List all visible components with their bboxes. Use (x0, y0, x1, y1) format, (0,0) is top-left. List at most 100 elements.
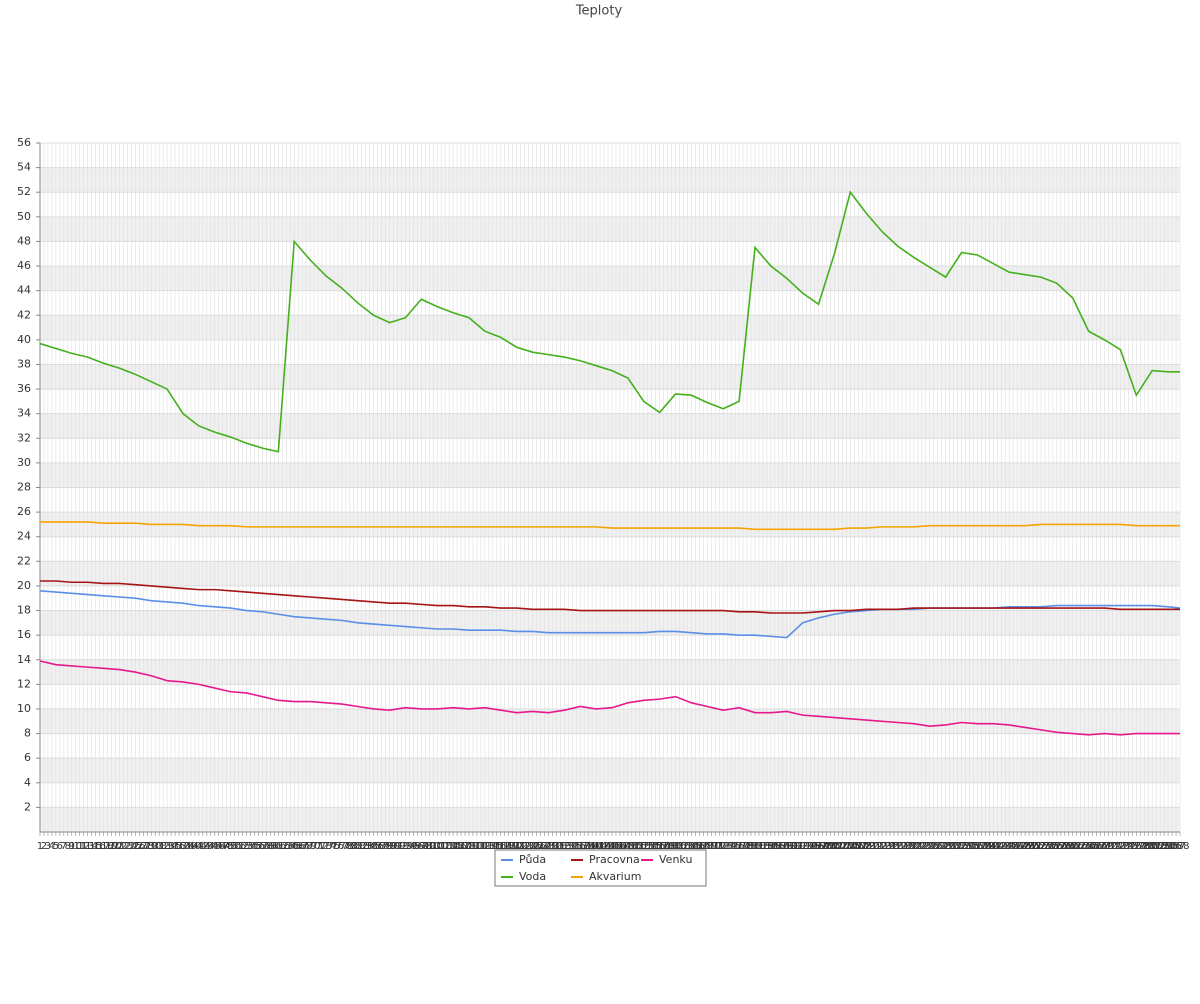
legend-label: Pracovna (589, 853, 640, 866)
x-tick-label: 147 (610, 841, 629, 852)
x-tick-label: 230 (940, 841, 959, 852)
x-tick-label: 279 (1135, 841, 1154, 852)
x-tick-label: 52 (236, 841, 249, 852)
x-tick-label: 93 (399, 841, 412, 852)
x-tick-label: 123 (515, 841, 534, 852)
x-tick-label: 246 (1004, 841, 1023, 852)
x-tick-label: 154 (638, 841, 657, 852)
y-tick-label: 14 (17, 653, 31, 666)
x-tick-label: 17 (97, 841, 110, 852)
x-tick-label: 112 (471, 841, 490, 852)
x-tick-label: 11 (73, 841, 86, 852)
x-tick-label: 288 (1170, 841, 1189, 852)
x-tick-label: 213 (873, 841, 892, 852)
x-tick-label: 113 (475, 841, 494, 852)
x-tick-label: 196 (805, 841, 824, 852)
legend-label: Venku (659, 853, 692, 866)
x-tick-label: 92 (395, 841, 408, 852)
x-tick-label: 167 (690, 841, 709, 852)
x-tick-label: 263 (1071, 841, 1090, 852)
x-tick-label: 72 (316, 841, 329, 852)
x-tick-label: 176 (726, 841, 745, 852)
x-tick-label: 79 (343, 841, 356, 852)
grid-band (40, 659, 1180, 685)
x-tick-label: 16 (93, 841, 106, 852)
x-tick-label: 172 (710, 841, 729, 852)
x-tick-label: 33 (161, 841, 174, 852)
x-tick-label: 245 (1000, 841, 1019, 852)
y-tick-label: 12 (17, 677, 31, 690)
x-tick-label: 192 (789, 841, 808, 852)
x-tick-label: 285 (1159, 841, 1178, 852)
x-tick-label: 274 (1115, 841, 1134, 852)
x-tick-label: 199 (817, 841, 836, 852)
x-tick-label: 144 (598, 841, 617, 852)
x-tick-label: 129 (539, 841, 558, 852)
x-tick-label: 34 (165, 841, 178, 852)
x-tick-label: 10 (69, 841, 82, 852)
x-tick-label: 152 (630, 841, 649, 852)
y-tick-label: 16 (17, 628, 31, 641)
x-tick-label: 132 (551, 841, 570, 852)
x-tick-label: 271 (1103, 841, 1122, 852)
y-tick-label: 10 (17, 702, 31, 715)
x-tick-label: 134 (559, 841, 578, 852)
x-tick-label: 166 (686, 841, 705, 852)
grid-band (40, 216, 1180, 242)
x-tick-label: 187 (769, 841, 788, 852)
x-tick-label: 60 (268, 841, 281, 852)
x-tick-label: 237 (968, 841, 987, 852)
x-tick-label: 226 (924, 841, 943, 852)
x-tick-label: 257 (1047, 841, 1066, 852)
x-tick-label: 148 (614, 841, 633, 852)
x-tick-label: 53 (240, 841, 253, 852)
x-tick-label: 77 (336, 841, 349, 852)
x-tick-label: 157 (650, 841, 669, 852)
x-tick-label: 253 (1031, 841, 1050, 852)
x-tick-label: 165 (682, 841, 701, 852)
x-tick-label: 243 (992, 841, 1011, 852)
x-tick-label: 168 (694, 841, 713, 852)
x-tick-label: 258 (1051, 841, 1070, 852)
x-tick-label: 115 (483, 841, 502, 852)
x-tick-label: 261 (1063, 841, 1082, 852)
x-tick-label: 68 (300, 841, 313, 852)
x-tick-label: 203 (833, 841, 852, 852)
x-tick-label: 232 (948, 841, 967, 852)
x-tick-label: 14 (85, 841, 98, 852)
x-tick-label: 30 (149, 841, 162, 852)
x-tick-label: 164 (678, 841, 697, 852)
x-tick-label: 256 (1043, 841, 1062, 852)
x-tick-label: 85 (367, 841, 380, 852)
y-tick-label: 8 (24, 727, 31, 740)
x-tick-label: 163 (674, 841, 693, 852)
x-tick-label: 217 (888, 841, 907, 852)
y-tick-label: 32 (17, 431, 31, 444)
x-tick-label: 155 (642, 841, 661, 852)
x-tick-label: 205 (841, 841, 860, 852)
x-tick-label: 97 (415, 841, 428, 852)
y-tick-label: 46 (17, 259, 31, 272)
x-tick-label: 121 (507, 841, 526, 852)
x-tick-label: 252 (1027, 841, 1046, 852)
x-tick-label: 32 (157, 841, 170, 852)
x-tick-label: 110 (463, 841, 482, 852)
x-tick-label: 277 (1127, 841, 1146, 852)
x-tick-label: 248 (1012, 841, 1031, 852)
x-tick-label: 56 (252, 841, 265, 852)
x-tick-label: 162 (670, 841, 689, 852)
x-tick-label: 240 (980, 841, 999, 852)
y-tick-label: 6 (24, 751, 31, 764)
y-tick-label: 26 (17, 505, 31, 518)
x-tick-label: 209 (857, 841, 876, 852)
x-tick-label: 275 (1119, 841, 1138, 852)
x-tick-label: 239 (976, 841, 995, 852)
x-tick-label: 201 (825, 841, 844, 852)
legend-box (494, 849, 707, 887)
x-tick-label: 86 (371, 841, 384, 852)
x-tick-label: 193 (793, 841, 812, 852)
x-tick-label: 87 (375, 841, 388, 852)
x-tick-label: 28 (141, 841, 154, 852)
x-tick-label: 65 (288, 841, 301, 852)
x-tick-label: 62 (276, 841, 289, 852)
